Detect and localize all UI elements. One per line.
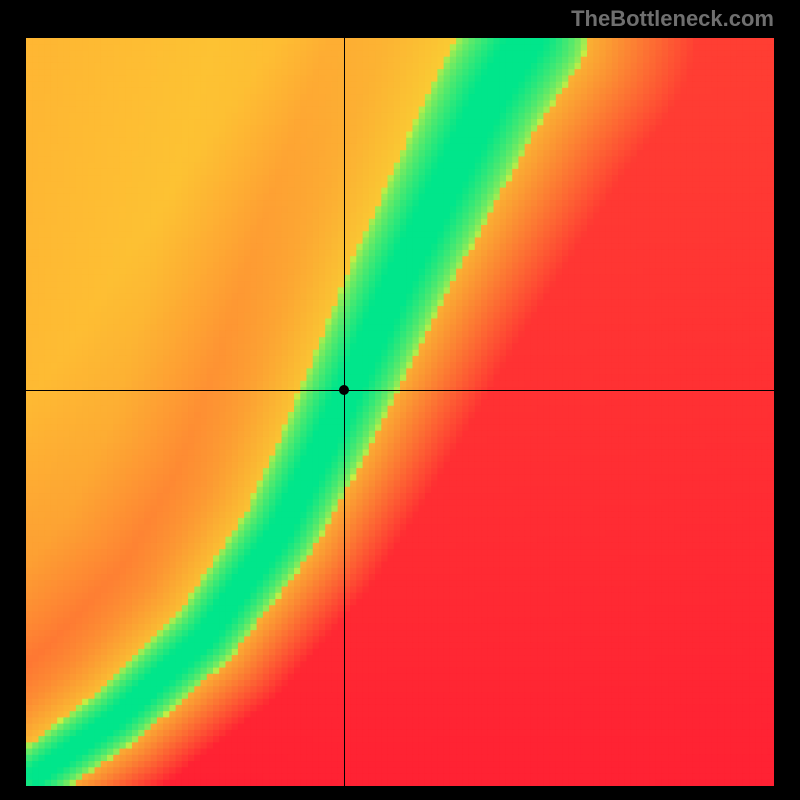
watermark-text: TheBottleneck.com: [571, 6, 774, 32]
chart-frame: TheBottleneck.com: [0, 0, 800, 800]
heatmap-canvas: [26, 38, 774, 786]
heatmap-plot-area: [26, 38, 774, 786]
